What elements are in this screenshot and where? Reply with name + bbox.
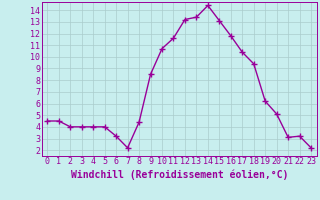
- X-axis label: Windchill (Refroidissement éolien,°C): Windchill (Refroidissement éolien,°C): [70, 169, 288, 180]
